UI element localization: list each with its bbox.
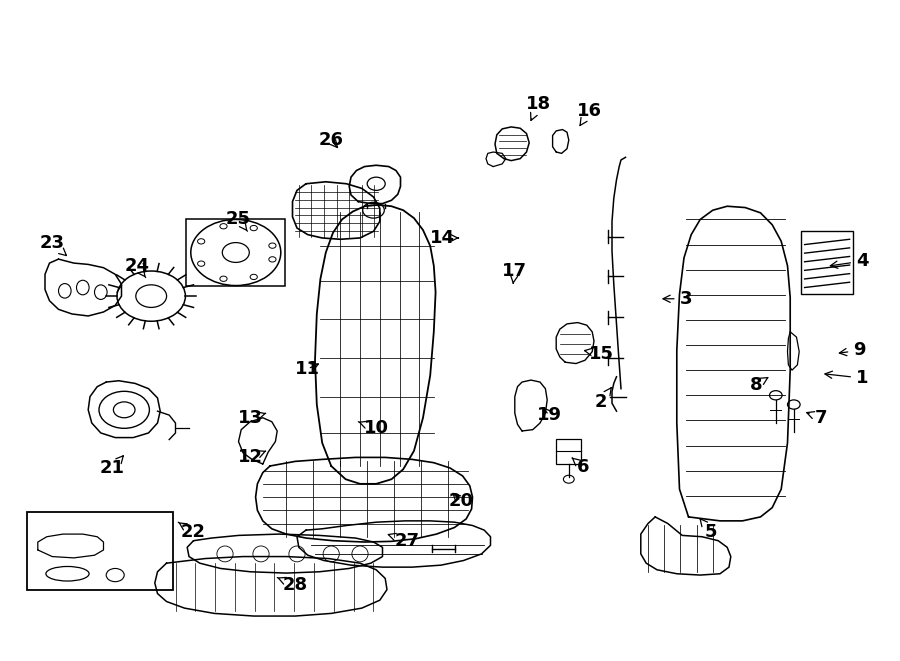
Text: 24: 24 (124, 256, 149, 278)
Text: 7: 7 (806, 408, 827, 427)
Text: 22: 22 (178, 522, 206, 541)
Text: 6: 6 (572, 458, 590, 477)
Bar (556, 439, 581, 464)
Text: 19: 19 (536, 406, 562, 424)
Text: 15: 15 (585, 344, 614, 363)
Bar (801, 231, 853, 294)
Text: 28: 28 (277, 576, 308, 594)
Text: 8: 8 (750, 375, 768, 394)
Text: 4: 4 (831, 252, 868, 270)
Text: 5: 5 (700, 519, 717, 541)
Text: 11: 11 (295, 360, 320, 378)
Text: 27: 27 (388, 531, 419, 550)
Text: 23: 23 (40, 234, 67, 256)
Text: 17: 17 (502, 262, 527, 283)
Bar (186, 219, 285, 286)
Text: 2: 2 (595, 387, 611, 411)
Text: 25: 25 (226, 210, 251, 231)
Text: 20: 20 (448, 492, 473, 510)
Text: 3: 3 (663, 290, 692, 308)
Text: 9: 9 (840, 341, 866, 360)
Text: 1: 1 (825, 369, 868, 387)
Text: 18: 18 (526, 95, 551, 120)
Text: 16: 16 (577, 102, 602, 126)
Text: 13: 13 (238, 408, 266, 427)
Text: 21: 21 (100, 455, 125, 477)
Text: 10: 10 (358, 419, 389, 438)
Bar (27, 512, 173, 590)
Text: 14: 14 (430, 229, 458, 247)
Text: 12: 12 (238, 448, 266, 467)
Text: 26: 26 (319, 131, 344, 149)
